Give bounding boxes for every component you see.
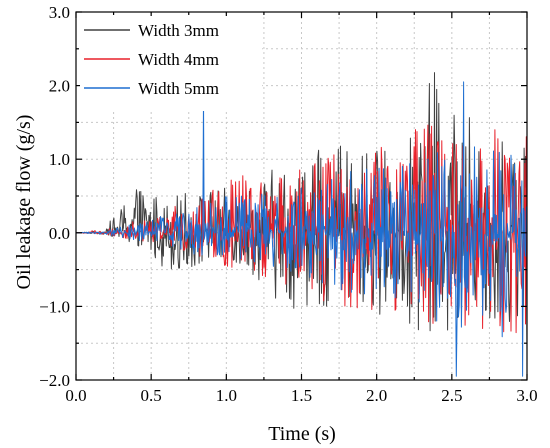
x-tick-label: 0.5	[141, 386, 162, 405]
legend-label-3: Width 5mm	[138, 79, 219, 98]
y-tick-label: 3.0	[49, 3, 70, 22]
legend-label-1: Width 3mm	[138, 21, 219, 40]
x-tick-label: 3.0	[516, 386, 537, 405]
axes-layer: 0.0 0.5 1.0 1.5 2.0 2.5 3.0 −2.0 −1.0 0.0 1.0 2.0 3.…	[39, 3, 537, 405]
y-tick-label: −2.0	[39, 371, 70, 390]
y-tick-label: 1.0	[49, 150, 70, 169]
y-axis-title: Oil leakage flow (g/s)	[13, 115, 35, 290]
x-axis-title: Time (s)	[268, 423, 336, 445]
x-tick-label: 2.0	[366, 386, 387, 405]
legend-label-2: Width 4mm	[138, 50, 219, 69]
x-tick-label: 0.0	[65, 386, 86, 405]
y-tick-label: 2.0	[49, 77, 70, 96]
series-line-3	[76, 81, 528, 377]
x-tick-label: 1.5	[291, 386, 312, 405]
x-tick-label: 2.5	[441, 386, 462, 405]
x-tick-label: 1.0	[216, 386, 237, 405]
series-layer	[75, 72, 528, 377]
y-tick-label: 0.0	[49, 224, 70, 243]
y-tick-label: −1.0	[39, 297, 70, 316]
legend: Width 3mm Width 4mm Width 5mm	[80, 16, 262, 111]
legend-background	[80, 16, 262, 111]
